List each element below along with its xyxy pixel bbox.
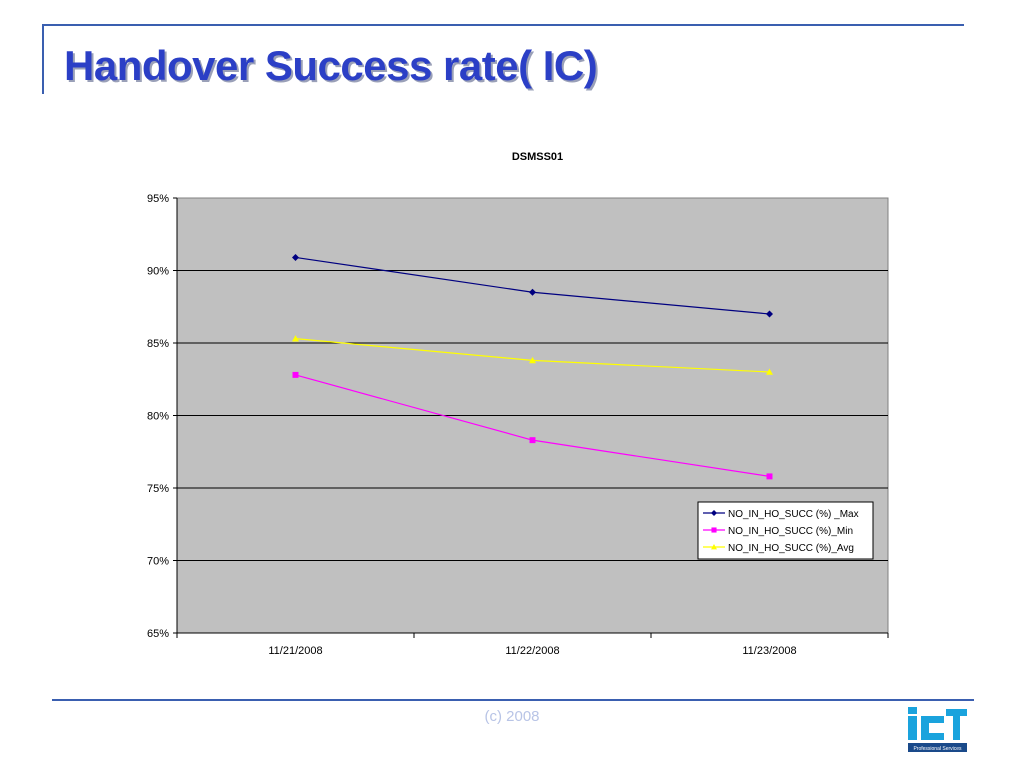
data-point-2 (766, 368, 773, 375)
data-point-0 (529, 288, 536, 296)
top-rule (42, 24, 964, 26)
x-tick-label: 11/22/2008 (505, 645, 559, 657)
ict-logo: Professional Services (908, 707, 967, 752)
logo-tagline: Professional Services (913, 746, 962, 752)
side-rule (42, 24, 44, 94)
data-point-0 (766, 310, 773, 318)
y-tick-label: 85% (147, 338, 169, 350)
y-tick-label: 65% (147, 628, 169, 640)
data-point-2 (529, 356, 536, 364)
y-tick-label: 75% (147, 483, 169, 495)
legend-swatch-marker (711, 544, 717, 550)
legend-swatch-marker (711, 527, 717, 533)
chart-title: DSMSS01 (512, 151, 563, 163)
legend (697, 501, 874, 560)
data-point-1 (529, 437, 536, 444)
y-tick-label: 70% (147, 556, 169, 568)
legend-entry: NO_IN_HO_SUCC (%)_Min (728, 526, 853, 537)
slide-title: Handover Success rate( IC) (64, 42, 598, 89)
x-tick-label: 11/21/2008 (268, 645, 322, 657)
x-tick-label: 11/23/2008 (742, 645, 796, 657)
y-tick-label: 95% (147, 193, 169, 205)
legend-entry: NO_IN_HO_SUCC (%)_Avg (728, 543, 854, 554)
y-tick-label: 80% (147, 411, 169, 423)
data-point-0 (292, 253, 299, 261)
line-chart: DSMSS01 65% 70% 75% 80% 85% 90% 95% 11/21/2008 11… (147, 151, 889, 657)
data-point-1 (766, 473, 773, 480)
bottom-rule (52, 699, 974, 701)
data-point-2 (292, 335, 299, 342)
data-point-1 (292, 371, 299, 378)
legend-entry: NO_IN_HO_SUCC (%) _Max (728, 509, 859, 520)
footer-copyright: (c) 2008 (484, 708, 540, 725)
y-tick-label: 90% (147, 266, 169, 278)
legend-swatch-marker (711, 510, 717, 516)
